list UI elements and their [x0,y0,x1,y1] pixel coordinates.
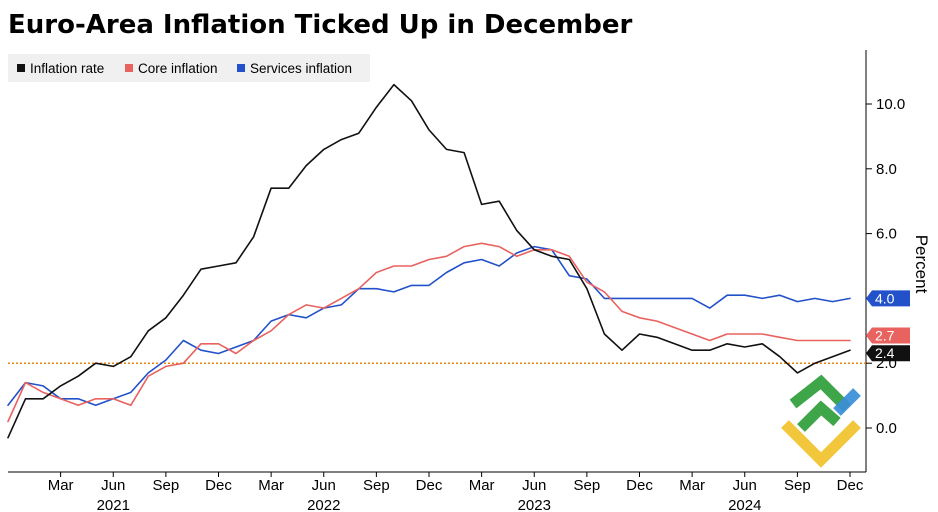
x-tick-label: Dec [205,477,232,494]
x-year-label: 2021 [97,497,130,512]
y-tick-label: 0.0 [876,420,897,437]
legend: Inflation rate Core inflation Services i… [8,54,370,82]
end-badge-core-inflation [866,327,910,344]
series-line-core-inflation [7,242,851,423]
y-axis-ticks: 0.02.04.06.08.010.0 [866,96,905,437]
x-tick-label: Dec [837,477,864,494]
legend-swatch-core-inflation [125,64,133,72]
x-year-label: 2023 [518,497,551,512]
chart-title: Euro-Area Inflation Ticked Up in Decembe… [8,10,633,40]
watermark-logo-icon [781,374,861,468]
end-badge-services-inflation [866,290,910,307]
x-tick-label: Sep [784,477,811,494]
x-year-label: 2024 [728,497,761,512]
series-group [7,83,851,439]
series-line-inflation-rate [7,83,851,439]
end-badge-inflation-rate [866,345,910,362]
y-tick-label: 6.0 [876,226,897,243]
x-tick-label: Jun [312,477,336,494]
x-year-label: 2022 [307,497,340,512]
legend-label-core-inflation: Core inflation [138,61,218,76]
y-tick-label: 8.0 [876,161,897,178]
y-axis-title: Percent [912,235,931,294]
legend-label-inflation-rate: Inflation rate [30,61,104,76]
legend-swatch-inflation-rate [17,64,25,72]
x-tick-label: Jun [733,477,757,494]
end-value-core-inflation: 2.7 [875,328,895,344]
x-tick-label: Jun [522,477,546,494]
x-tick-label: Sep [153,477,180,494]
x-tick-label: Mar [258,477,284,494]
end-value-inflation-rate: 2.4 [875,345,895,361]
x-tick-label: Mar [679,477,705,494]
x-tick-label: Mar [469,477,495,494]
x-tick-label: Jun [101,477,125,494]
legend-label-services-inflation: Services inflation [250,61,352,76]
legend-background [8,54,370,82]
x-axis-ticks: Mar Jun Sep Dec Mar Jun Sep Dec Mar Jun Sep Dec Mar J… [48,472,864,512]
y-tick-label: 10.0 [876,96,905,113]
series-line-services-inflation [7,245,851,407]
x-tick-label: Dec [416,477,443,494]
end-value-services-inflation: 4.0 [875,290,895,306]
end-labels: 2.72.4 4.0 [866,290,910,362]
legend-swatch-services-inflation [237,64,245,72]
x-tick-label: Sep [574,477,601,494]
x-tick-label: Mar [48,477,74,494]
x-tick-label: Sep [363,477,390,494]
x-tick-label: Dec [626,477,653,494]
